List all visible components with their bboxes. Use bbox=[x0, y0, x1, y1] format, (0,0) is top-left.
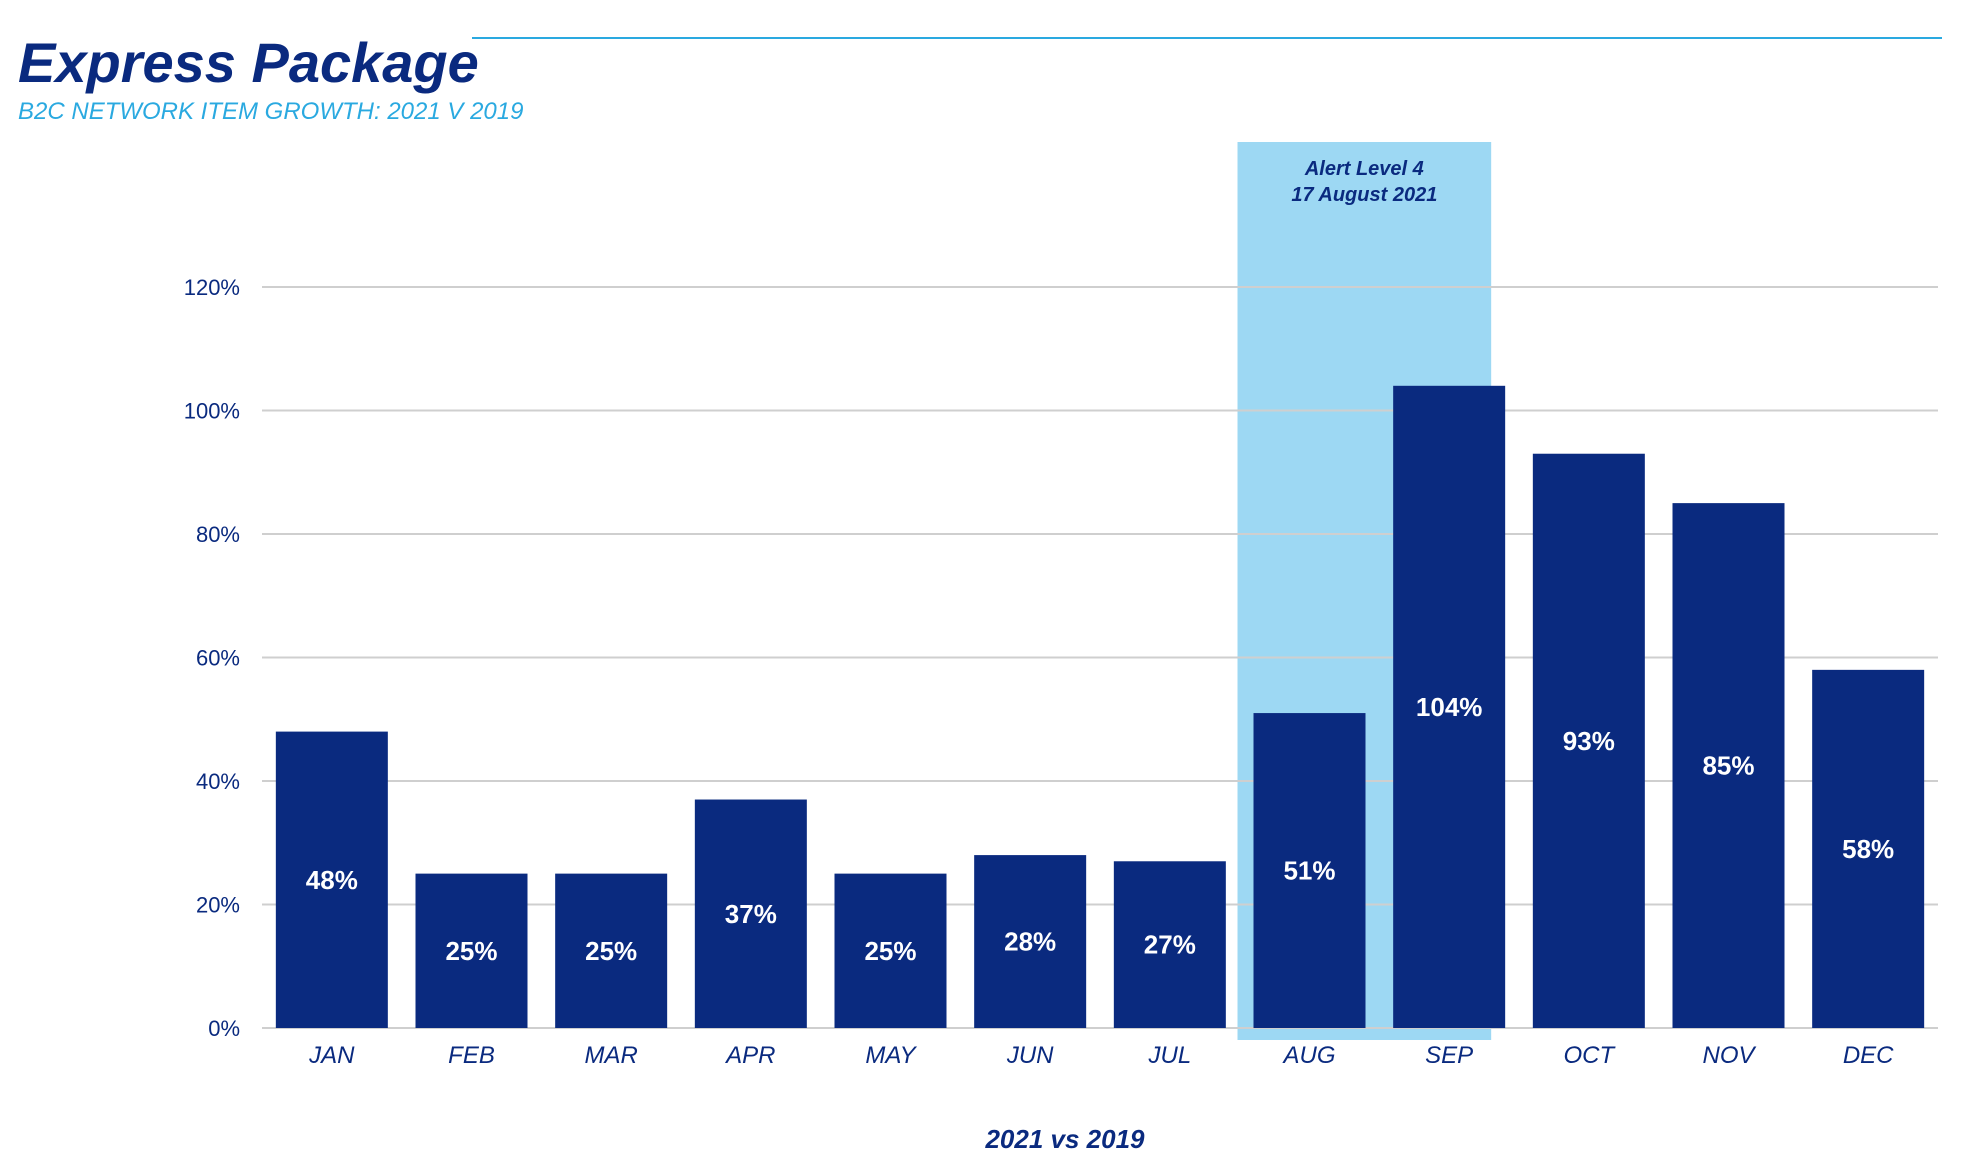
alert-level-label-line: 17 August 2021 bbox=[1291, 184, 1437, 206]
chart-subtitle: B2C NETWORK ITEM GROWTH: 2021 V 2019 bbox=[18, 98, 524, 125]
data-labels-layer: 48% 25% 25% 37% 25% 28% 27% 51% 104% 93% 85% 58% bbox=[306, 692, 1894, 966]
y-axis-ticks: 0% 20% 40% 60% 80% 100% 120% bbox=[184, 275, 240, 1041]
bar-jan bbox=[275, 731, 388, 1028]
header-divider bbox=[472, 37, 1942, 39]
y-tick-label: 120% bbox=[184, 275, 240, 300]
x-tick-label: APR bbox=[724, 1042, 775, 1069]
x-tick-label: JUL bbox=[1147, 1042, 1191, 1069]
bar-dec bbox=[1812, 669, 1925, 1028]
y-tick-label: 20% bbox=[196, 893, 240, 918]
bar-apr bbox=[694, 799, 807, 1028]
data-label: 25% bbox=[864, 936, 916, 966]
data-label: 93% bbox=[1563, 726, 1615, 756]
data-label: 104% bbox=[1416, 692, 1483, 722]
bars-layer bbox=[275, 385, 1925, 1029]
x-tick-label: MAR bbox=[584, 1042, 637, 1069]
bar-may bbox=[834, 873, 947, 1028]
x-tick-label: FEB bbox=[448, 1042, 495, 1069]
bar-jul bbox=[1113, 861, 1226, 1028]
y-tick-label: 80% bbox=[196, 522, 240, 547]
y-tick-label: 60% bbox=[196, 646, 240, 671]
data-label: 27% bbox=[1144, 930, 1196, 960]
x-tick-label: DEC bbox=[1843, 1042, 1894, 1069]
grid-layer bbox=[262, 286, 1938, 1029]
data-label: 58% bbox=[1842, 834, 1894, 864]
x-tick-label: OCT bbox=[1563, 1042, 1616, 1069]
data-label: 25% bbox=[445, 936, 497, 966]
data-label: 51% bbox=[1283, 856, 1335, 886]
data-label: 48% bbox=[306, 865, 358, 895]
x-axis-title: 2021 vs 2019 bbox=[984, 1124, 1145, 1154]
chart-title: Express Package bbox=[18, 31, 479, 94]
x-axis-ticks: JAN FEB MAR APR MAY JUN JUL AUG SEP OCT NOV DEC bbox=[308, 1042, 1894, 1069]
x-tick-label: JUN bbox=[1006, 1042, 1054, 1069]
data-label: 37% bbox=[725, 899, 777, 929]
bar-feb bbox=[415, 873, 528, 1028]
data-label: 28% bbox=[1004, 927, 1056, 957]
y-tick-label: 40% bbox=[196, 769, 240, 794]
x-tick-label: NOV bbox=[1702, 1042, 1756, 1069]
y-tick-label: 100% bbox=[184, 399, 240, 424]
alert-level-label-line: Alert Level 4 bbox=[1304, 158, 1424, 180]
data-label: 85% bbox=[1702, 751, 1754, 781]
bar-mar bbox=[555, 873, 668, 1028]
bar-oct bbox=[1532, 453, 1645, 1029]
x-tick-label: AUG bbox=[1281, 1042, 1335, 1069]
bar-aug bbox=[1253, 713, 1366, 1028]
bar-nov bbox=[1672, 503, 1785, 1028]
bar-jun bbox=[974, 855, 1087, 1028]
x-tick-label: MAY bbox=[865, 1042, 917, 1069]
x-tick-label: SEP bbox=[1425, 1042, 1473, 1069]
x-tick-label: JAN bbox=[308, 1042, 355, 1069]
data-label: 25% bbox=[585, 936, 637, 966]
bar-sep bbox=[1393, 385, 1506, 1028]
y-tick-label: 0% bbox=[208, 1016, 240, 1041]
